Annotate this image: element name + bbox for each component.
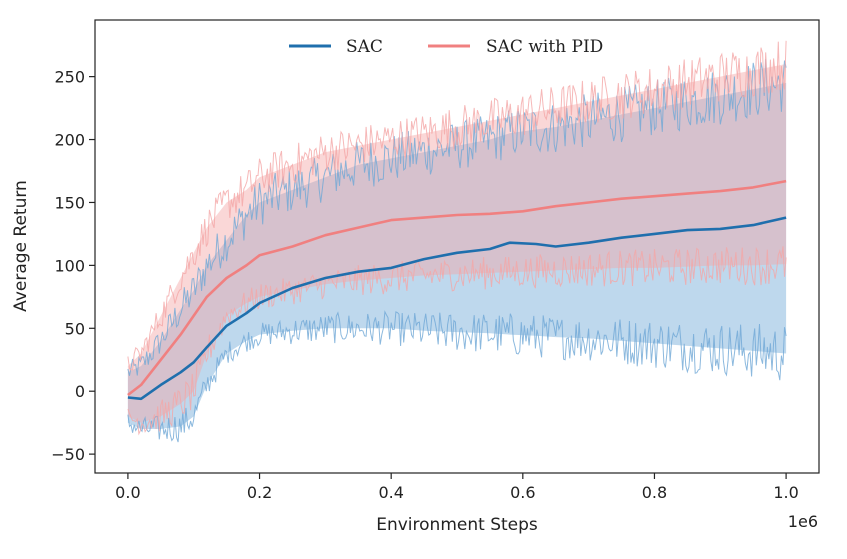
x-axis-ticks: 0.0 0.2 0.4 0.6 0.8 1.0 bbox=[115, 473, 799, 502]
x-tick-label: 0.8 bbox=[642, 483, 667, 502]
band-sac-with-pid bbox=[127, 64, 787, 423]
x-tick-label: 0.2 bbox=[247, 483, 272, 502]
mean-lines bbox=[127, 179, 787, 401]
y-axis-ticks: −50 0 50 100 150 200 250 bbox=[51, 68, 95, 464]
line-sac bbox=[127, 216, 787, 401]
noise-lower-sac bbox=[127, 310, 787, 443]
y-tick-label: 0 bbox=[75, 382, 85, 401]
band-sac bbox=[127, 82, 787, 430]
confidence-bands bbox=[127, 64, 787, 430]
line-sac-with-pid bbox=[127, 179, 787, 397]
x-tick-label: 1.0 bbox=[773, 483, 798, 502]
y-tick-label: 250 bbox=[54, 68, 85, 87]
noise-upper-sac-with-pid bbox=[127, 40, 787, 371]
x-tick-label: 0.6 bbox=[510, 483, 535, 502]
legend-label-sac: SAC bbox=[346, 37, 383, 57]
legend: SAC SAC with PID bbox=[289, 37, 603, 57]
y-tick-label: 50 bbox=[65, 319, 85, 338]
legend-label-sac-pid: SAC with PID bbox=[486, 37, 603, 57]
plot-frame bbox=[94, 19, 820, 474]
y-tick-label: 150 bbox=[54, 193, 85, 212]
x-axis-label: Environment Steps bbox=[376, 515, 538, 535]
y-axis-label: Average Return bbox=[11, 180, 31, 312]
y-tick-label: 100 bbox=[54, 256, 85, 275]
x-tick-label: 0.4 bbox=[378, 483, 403, 502]
x-tick-label: 0.0 bbox=[115, 483, 140, 502]
y-tick-label: 200 bbox=[54, 131, 85, 150]
y-tick-label: −50 bbox=[51, 445, 85, 464]
x-scale-label: 1e6 bbox=[788, 512, 818, 531]
